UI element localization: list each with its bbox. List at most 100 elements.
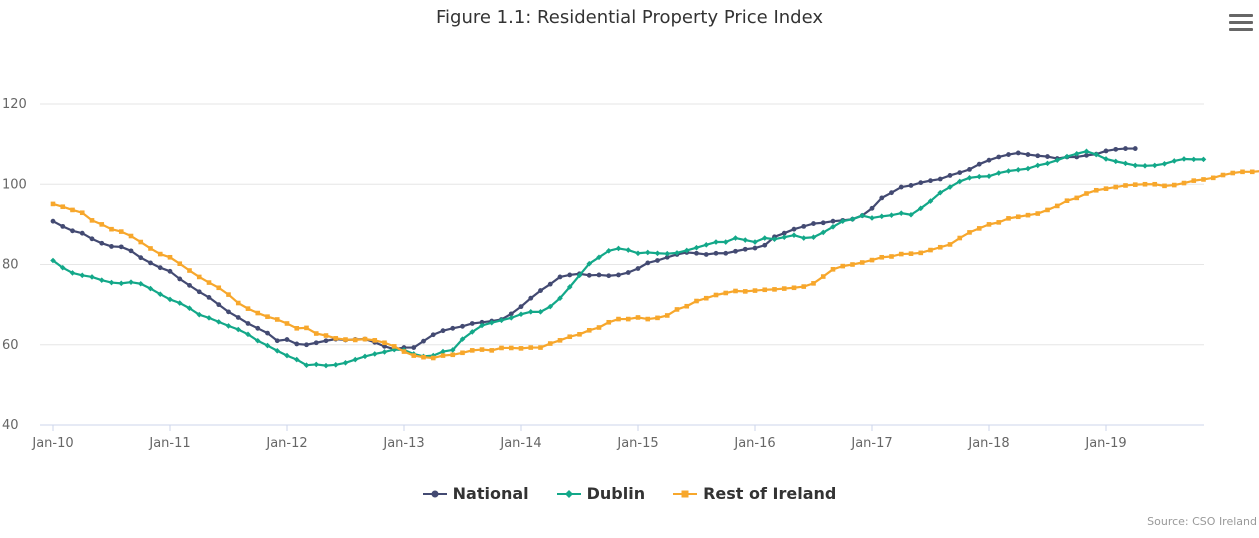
data-point[interactable] bbox=[918, 250, 924, 256]
data-point[interactable] bbox=[810, 234, 817, 241]
data-point[interactable] bbox=[1084, 152, 1089, 158]
data-point[interactable] bbox=[294, 341, 300, 347]
data-point[interactable] bbox=[382, 343, 387, 349]
data-point[interactable] bbox=[1171, 182, 1177, 188]
data-point[interactable] bbox=[489, 348, 495, 353]
data-point[interactable] bbox=[528, 295, 534, 301]
data-point[interactable] bbox=[128, 233, 134, 239]
data-point[interactable] bbox=[313, 331, 319, 336]
data-point[interactable] bbox=[79, 210, 85, 216]
data-point[interactable] bbox=[625, 270, 631, 275]
data-point[interactable] bbox=[849, 216, 856, 222]
hamburger-icon[interactable] bbox=[1229, 14, 1253, 34]
data-point[interactable] bbox=[889, 190, 894, 196]
data-point[interactable] bbox=[430, 355, 436, 361]
data-point[interactable] bbox=[215, 319, 222, 325]
data-point[interactable] bbox=[596, 325, 602, 330]
data-point[interactable] bbox=[830, 223, 836, 230]
data-point[interactable] bbox=[1249, 169, 1255, 175]
data-point[interactable] bbox=[674, 307, 680, 312]
data-point[interactable] bbox=[830, 267, 836, 272]
data-point[interactable] bbox=[967, 230, 972, 235]
data-point[interactable] bbox=[89, 236, 95, 242]
data-point[interactable] bbox=[216, 285, 222, 291]
data-point[interactable] bbox=[1074, 154, 1080, 160]
data-point[interactable] bbox=[577, 332, 582, 337]
data-point[interactable] bbox=[1230, 170, 1236, 176]
data-point[interactable] bbox=[157, 291, 164, 297]
data-point[interactable] bbox=[986, 222, 992, 227]
data-point[interactable] bbox=[50, 257, 56, 264]
data-point[interactable] bbox=[527, 309, 534, 315]
data-point[interactable] bbox=[508, 315, 515, 321]
data-point[interactable] bbox=[957, 235, 963, 241]
data-point[interactable] bbox=[761, 235, 768, 241]
data-point[interactable] bbox=[635, 315, 641, 320]
data-point[interactable] bbox=[869, 205, 875, 211]
data-point[interactable] bbox=[1073, 150, 1080, 157]
data-point[interactable] bbox=[265, 330, 270, 336]
data-point[interactable] bbox=[167, 296, 173, 303]
data-point[interactable] bbox=[1015, 167, 1022, 173]
data-point[interactable] bbox=[1103, 156, 1109, 162]
data-point[interactable] bbox=[840, 263, 846, 269]
data-point[interactable] bbox=[781, 286, 787, 291]
data-point[interactable] bbox=[1015, 214, 1021, 220]
data-point[interactable] bbox=[752, 239, 758, 245]
data-point[interactable] bbox=[187, 282, 192, 288]
data-point[interactable] bbox=[762, 242, 768, 248]
data-point[interactable] bbox=[966, 175, 973, 181]
data-point[interactable] bbox=[664, 250, 671, 257]
data-point[interactable] bbox=[616, 316, 621, 322]
data-point[interactable] bbox=[216, 302, 222, 308]
data-point[interactable] bbox=[1103, 186, 1109, 191]
data-point[interactable] bbox=[1152, 181, 1158, 187]
data-point[interactable] bbox=[703, 242, 710, 248]
data-point[interactable] bbox=[479, 347, 485, 352]
data-point[interactable] bbox=[791, 285, 797, 291]
data-point[interactable] bbox=[342, 360, 349, 366]
data-point[interactable] bbox=[303, 362, 310, 369]
data-point[interactable] bbox=[839, 218, 846, 224]
data-point[interactable] bbox=[811, 281, 816, 286]
data-point[interactable] bbox=[616, 272, 621, 278]
data-point[interactable] bbox=[343, 337, 348, 342]
data-point[interactable] bbox=[177, 276, 183, 282]
data-point[interactable] bbox=[1045, 207, 1050, 213]
data-point[interactable] bbox=[937, 244, 943, 250]
data-point[interactable] bbox=[499, 345, 504, 351]
data-point[interactable] bbox=[274, 347, 281, 354]
data-point[interactable] bbox=[59, 264, 66, 271]
data-point[interactable] bbox=[50, 201, 56, 207]
data-point[interactable] bbox=[908, 251, 914, 256]
data-point[interactable] bbox=[888, 212, 895, 218]
data-point[interactable] bbox=[1151, 162, 1158, 169]
data-point[interactable] bbox=[538, 345, 543, 350]
data-point[interactable] bbox=[1113, 184, 1119, 190]
data-point[interactable] bbox=[547, 281, 553, 287]
data-point[interactable] bbox=[800, 235, 807, 241]
data-point[interactable] bbox=[830, 218, 836, 224]
data-point[interactable] bbox=[99, 240, 105, 246]
data-point[interactable] bbox=[586, 272, 592, 278]
data-point[interactable] bbox=[254, 337, 261, 344]
data-point[interactable] bbox=[50, 218, 56, 224]
data-point[interactable] bbox=[742, 246, 748, 252]
data-point[interactable] bbox=[323, 362, 329, 369]
data-point[interactable] bbox=[371, 351, 378, 357]
data-point[interactable] bbox=[79, 272, 86, 279]
data-point[interactable] bbox=[898, 251, 904, 257]
data-point[interactable] bbox=[625, 316, 631, 322]
data-point[interactable] bbox=[138, 239, 144, 245]
data-point[interactable] bbox=[928, 247, 933, 253]
data-point[interactable] bbox=[1161, 160, 1168, 167]
data-point[interactable] bbox=[421, 338, 426, 344]
data-point[interactable] bbox=[879, 254, 885, 260]
data-point[interactable] bbox=[469, 348, 475, 353]
data-point[interactable] bbox=[226, 309, 231, 315]
data-point[interactable] bbox=[1113, 146, 1119, 152]
data-point[interactable] bbox=[196, 289, 202, 295]
data-point[interactable] bbox=[293, 356, 300, 363]
data-point[interactable] bbox=[742, 237, 749, 243]
data-point[interactable] bbox=[644, 249, 651, 256]
